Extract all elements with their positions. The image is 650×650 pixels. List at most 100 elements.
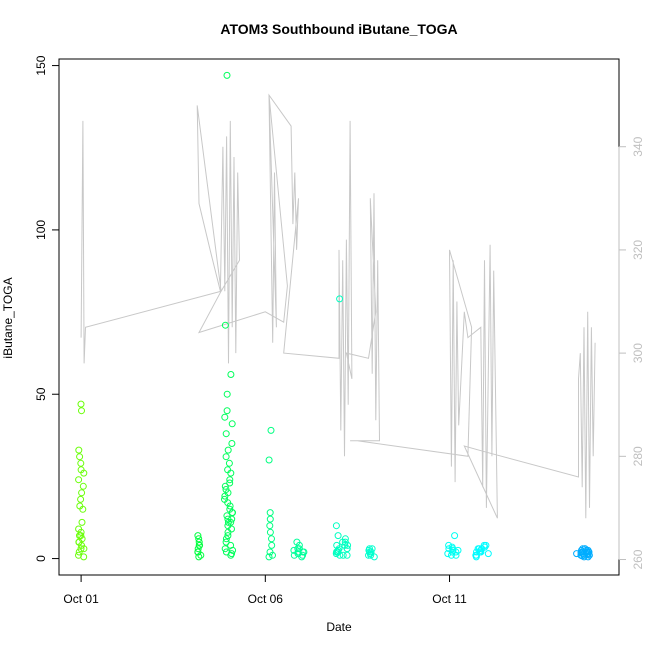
data-point bbox=[478, 545, 486, 553]
data-point bbox=[583, 548, 591, 556]
data-point bbox=[290, 551, 298, 559]
data-point bbox=[77, 495, 85, 503]
data-point bbox=[77, 459, 85, 467]
data-point bbox=[222, 535, 230, 543]
data-point bbox=[228, 509, 236, 517]
y2-tick-label: 260 bbox=[631, 549, 645, 569]
data-point bbox=[223, 71, 231, 79]
data-point bbox=[221, 545, 229, 553]
data-point bbox=[265, 456, 273, 464]
y-axis-label: iButane_TOGA bbox=[1, 277, 15, 358]
x-tick-label: Oct 01 bbox=[63, 592, 99, 606]
data-point bbox=[367, 551, 375, 559]
data-point bbox=[76, 453, 84, 461]
data-point bbox=[477, 548, 485, 556]
y2-tick-label: 340 bbox=[631, 136, 645, 156]
data-point bbox=[451, 532, 459, 540]
data-point bbox=[267, 426, 275, 434]
data-point bbox=[228, 440, 236, 447]
data-point bbox=[579, 550, 587, 558]
data-point bbox=[221, 482, 229, 490]
data-point bbox=[77, 532, 85, 540]
data-point bbox=[228, 550, 236, 558]
data-point bbox=[77, 528, 85, 536]
data-point bbox=[75, 476, 83, 484]
series-line bbox=[80, 93, 596, 519]
data-point bbox=[298, 553, 306, 561]
x-tick-label: Oct 06 bbox=[248, 592, 284, 606]
data-point bbox=[77, 545, 85, 553]
data-point bbox=[366, 548, 374, 556]
data-point bbox=[343, 545, 351, 553]
data-point bbox=[334, 548, 342, 556]
data-point bbox=[194, 532, 202, 540]
chart-title: ATOM3 Southbound iButane_TOGA bbox=[220, 21, 457, 37]
data-point bbox=[78, 489, 86, 497]
series-points-layer bbox=[75, 71, 593, 561]
y2-tick-label: 300 bbox=[631, 343, 645, 363]
data-point bbox=[295, 541, 303, 549]
data-point bbox=[472, 551, 480, 559]
data-point bbox=[473, 548, 480, 556]
data-point bbox=[332, 522, 340, 530]
data-point bbox=[223, 390, 231, 398]
y-tick-label: 0 bbox=[34, 555, 48, 562]
data-point bbox=[75, 548, 83, 556]
data-point bbox=[484, 550, 492, 558]
data-point bbox=[229, 546, 237, 554]
data-point bbox=[221, 492, 229, 500]
data-point bbox=[444, 550, 452, 558]
data-point bbox=[221, 413, 229, 421]
data-point bbox=[452, 548, 460, 556]
data-point bbox=[225, 459, 233, 467]
data-point bbox=[223, 512, 231, 520]
data-point bbox=[224, 532, 232, 540]
x-tick-label: Oct 11 bbox=[432, 592, 467, 606]
data-point bbox=[447, 551, 455, 559]
data-point bbox=[222, 430, 230, 438]
data-point bbox=[226, 476, 234, 484]
data-point bbox=[78, 407, 85, 415]
data-point bbox=[584, 553, 592, 561]
data-point bbox=[222, 453, 230, 461]
data-point bbox=[226, 479, 234, 487]
data-point bbox=[221, 321, 229, 329]
y-tick-label: 100 bbox=[34, 220, 48, 240]
data-point bbox=[227, 469, 235, 477]
y-tick-label: 150 bbox=[34, 55, 48, 75]
data-point bbox=[343, 551, 351, 559]
y2-tick-label: 280 bbox=[631, 446, 645, 466]
data-point bbox=[332, 550, 340, 558]
data-point bbox=[227, 518, 235, 526]
y-axis-right: 260 280 300 320 340 bbox=[618, 136, 645, 570]
y-tick-label: 50 bbox=[34, 387, 48, 401]
data-point bbox=[223, 407, 231, 415]
data-point bbox=[194, 548, 202, 556]
data-point bbox=[266, 522, 274, 530]
data-point bbox=[269, 551, 276, 559]
data-point bbox=[75, 538, 83, 546]
data-point bbox=[80, 553, 88, 561]
data-point bbox=[370, 553, 378, 561]
data-point bbox=[344, 541, 352, 549]
data-point bbox=[226, 502, 234, 510]
data-point bbox=[227, 371, 235, 378]
data-point bbox=[222, 538, 230, 546]
data-point bbox=[365, 551, 372, 559]
data-point bbox=[339, 551, 347, 559]
data-point bbox=[75, 446, 83, 454]
data-point bbox=[339, 538, 347, 546]
data-point bbox=[195, 538, 203, 546]
data-point bbox=[336, 551, 344, 559]
x-axis: Oct 01 Oct 06 Oct 11 bbox=[63, 575, 467, 606]
data-point bbox=[266, 515, 274, 523]
data-point bbox=[268, 535, 275, 543]
data-point bbox=[333, 541, 341, 549]
data-point bbox=[195, 541, 203, 549]
data-point bbox=[79, 505, 87, 513]
data-point bbox=[336, 295, 344, 303]
data-point bbox=[195, 535, 203, 543]
data-point bbox=[224, 528, 232, 536]
data-point bbox=[334, 532, 342, 540]
